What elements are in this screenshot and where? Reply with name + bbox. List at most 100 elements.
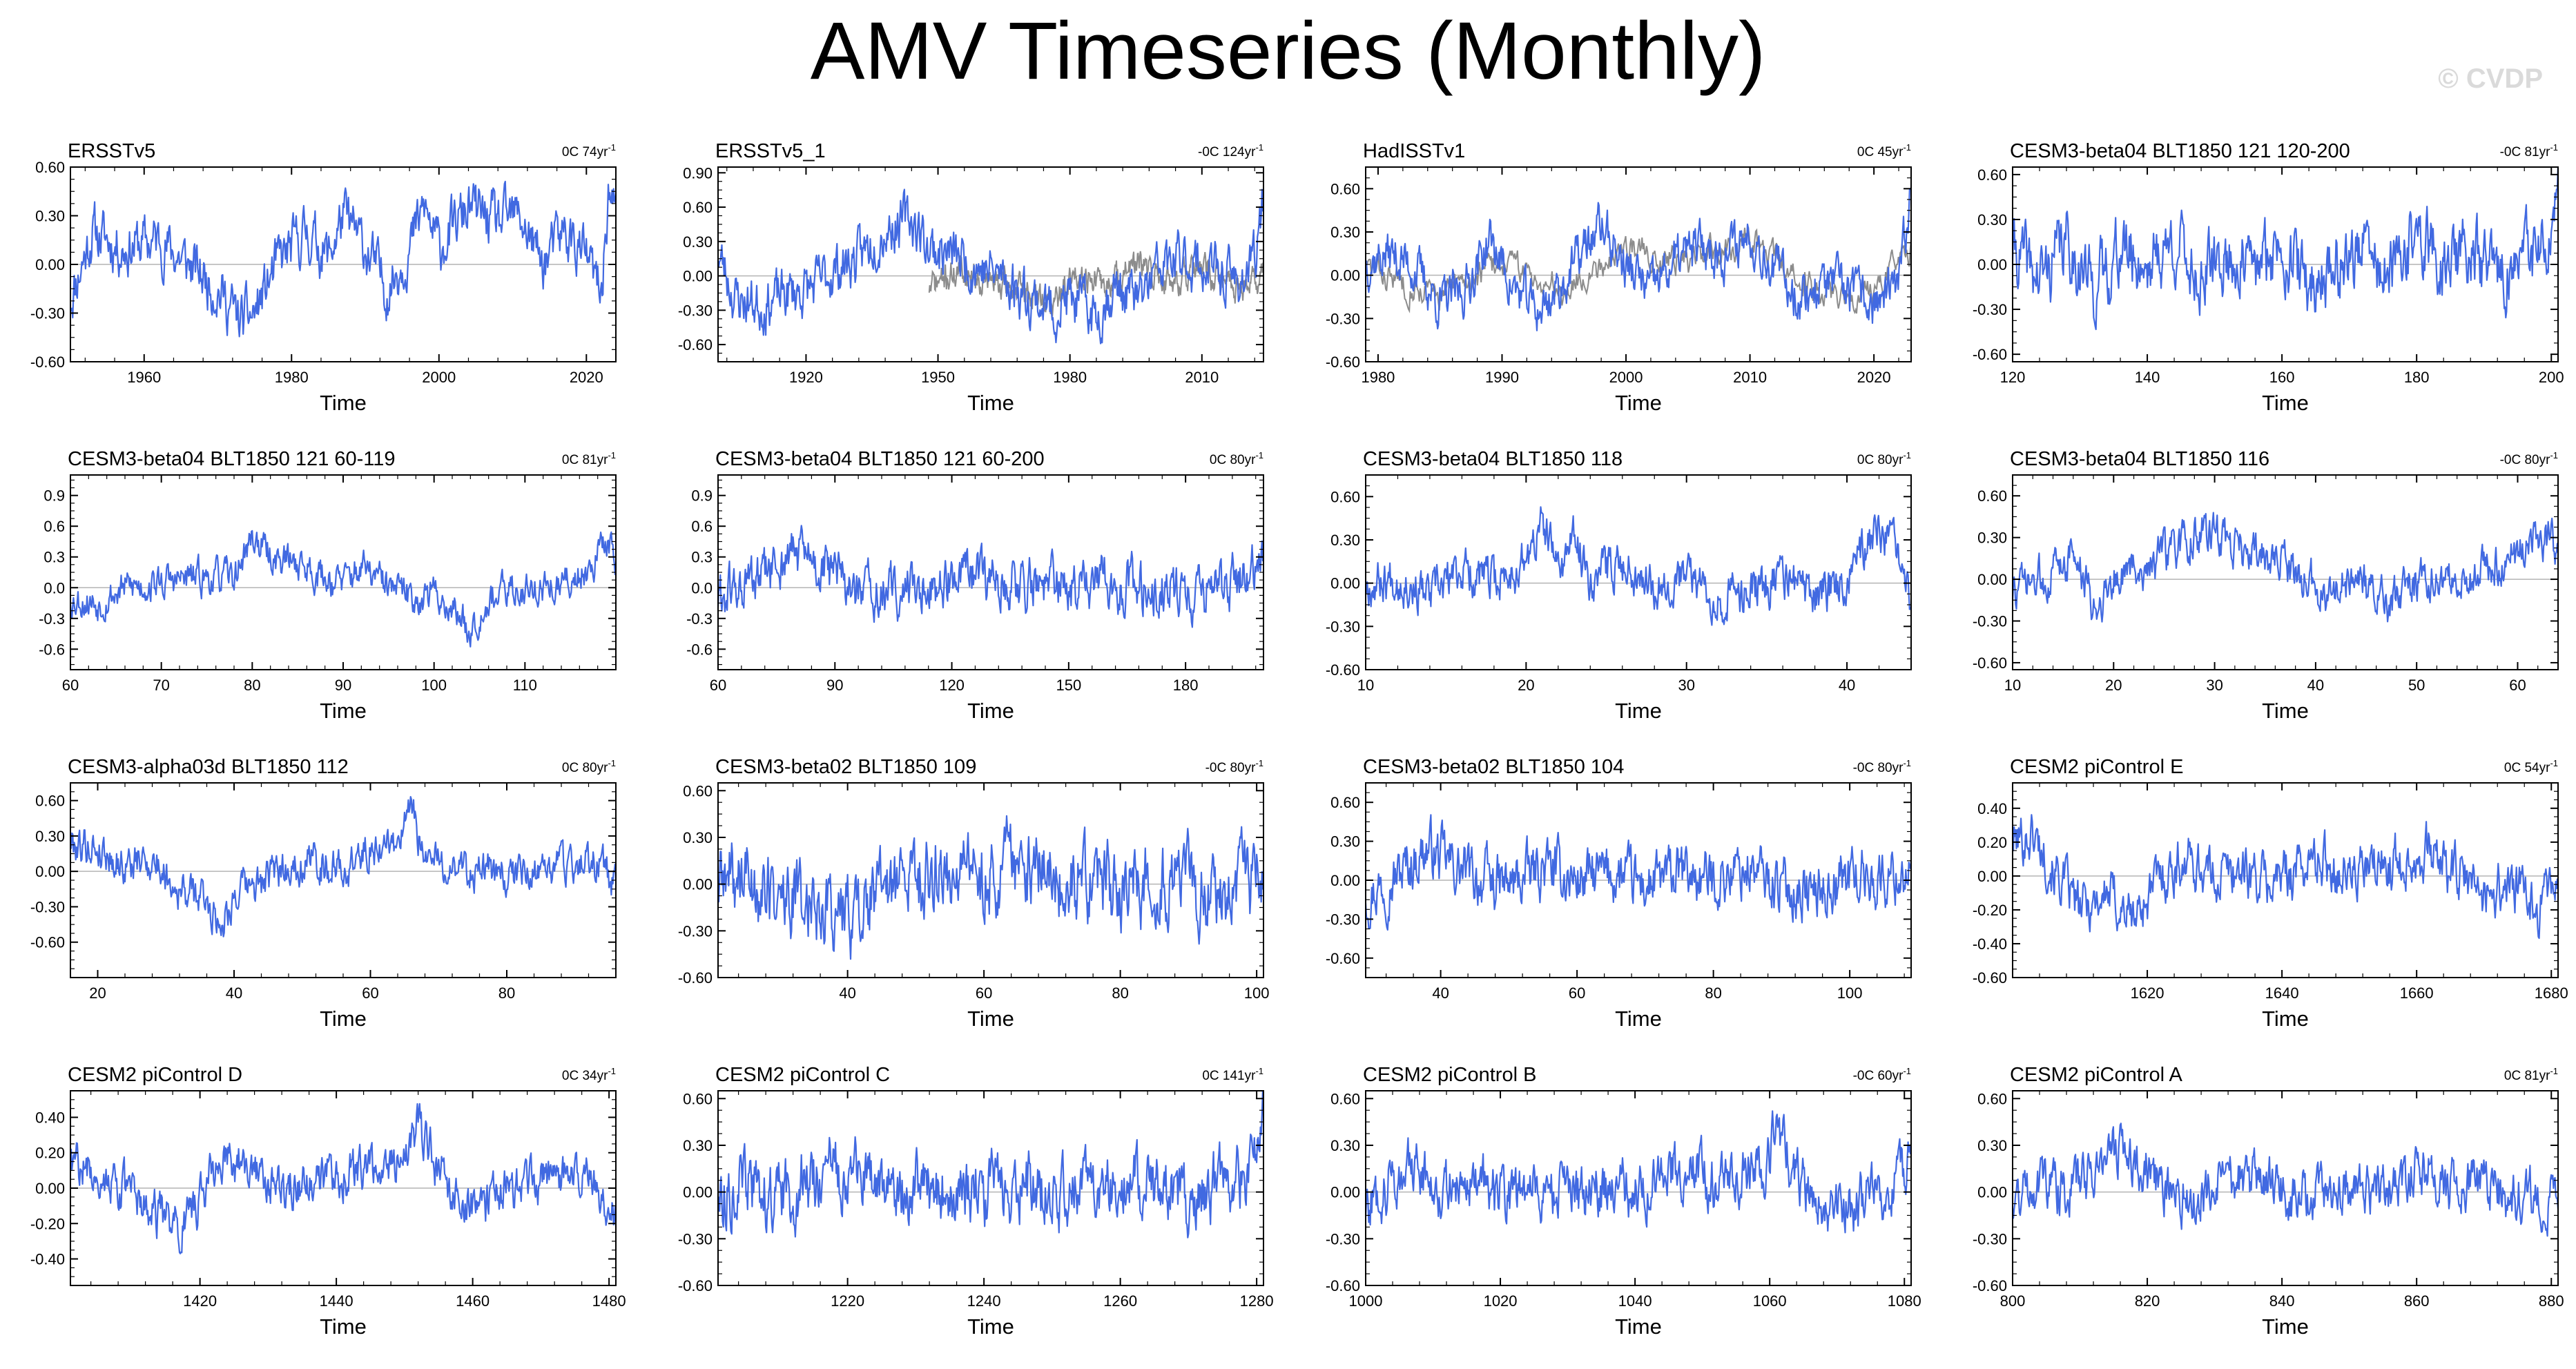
panel-title: ERSSTv5_1: [715, 140, 826, 162]
panel-stat: 0C 80yr-1: [1210, 450, 1263, 467]
y-tick-label: 0.0: [691, 579, 713, 596]
amv-series-line: [70, 180, 616, 338]
x-tick-label: 160: [2269, 369, 2295, 386]
x-tick-label: 60: [710, 677, 726, 694]
panel-15: CESM2 piControl B -0C 60yr-1 -0.60 -0.30 0.0…: [1326, 1064, 1921, 1339]
x-tick-label: 140: [2135, 369, 2160, 386]
panel-title: HadISSTv1: [1363, 140, 1465, 162]
panel-5: CESM3-beta04 BLT1850 121 60-119 0C 81yr-1…: [39, 448, 617, 723]
observation-overlay-line: [928, 251, 1263, 317]
x-tick-label: 40: [1839, 677, 1855, 694]
x-tick-label: 60: [62, 677, 79, 694]
x-tick-label: 1240: [967, 1292, 1001, 1310]
y-tick-label: -0.30: [30, 305, 65, 322]
y-tick-label: -0.30: [1326, 618, 1360, 635]
y-tick-label: 0.00: [1330, 267, 1360, 284]
y-tick-label: -0.30: [1973, 301, 2007, 318]
y-tick-label: -0.60: [1326, 661, 1360, 679]
x-tick-label: 180: [2404, 369, 2430, 386]
panel-title: CESM3-beta04 BLT1850 121 120-200: [2010, 140, 2350, 162]
x-tick-label: 1420: [183, 1292, 217, 1310]
x-tick-label: 80: [244, 677, 260, 694]
y-tick-label: 0.00: [1330, 872, 1360, 889]
plot-frame: [717, 166, 1264, 362]
panel-title: CESM3-beta04 BLT1850 116: [2010, 448, 2269, 470]
y-tick-label: -0.60: [1326, 353, 1360, 371]
y-tick-label: 0.30: [1977, 1137, 2007, 1154]
y-tick-label: 0.30: [1330, 532, 1360, 549]
y-tick-label: -0.30: [678, 922, 713, 940]
y-tick-label: 0.00: [683, 1184, 713, 1201]
series-group: [2013, 167, 2558, 331]
panel-title: CESM2 piControl B: [1363, 1064, 1536, 1086]
y-tick-label: 0.00: [1330, 1184, 1360, 1201]
y-tick-label: -0.40: [1973, 935, 2007, 953]
panel-16: CESM2 piControl A 0C 81yr-1 -0.60 -0.30 0.00…: [1973, 1064, 2564, 1339]
panel-8: CESM3-beta04 BLT1850 116 -0C 80yr-1 -0.60 -…: [1973, 448, 2559, 723]
y-tick-label: -0.30: [30, 898, 65, 915]
x-tick-label: 1220: [831, 1292, 864, 1310]
y-tick-label: 0.60: [1977, 1090, 2007, 1107]
panel-title: CESM2 piControl D: [68, 1064, 242, 1086]
x-tick-label: 1980: [1053, 369, 1087, 386]
x-tick-label: 20: [89, 984, 106, 1002]
x-tick-label: 1950: [921, 369, 955, 386]
amv-series-line: [1366, 814, 1911, 931]
x-tick-label: 860: [2404, 1292, 2430, 1310]
panel-title: CESM2 piControl C: [715, 1064, 890, 1086]
x-tick-label: 100: [1244, 984, 1270, 1002]
y-tick-label: -0.60: [678, 336, 713, 353]
y-tick-label: -0.30: [1326, 911, 1360, 928]
x-tick-label: 80: [498, 984, 515, 1002]
x-tick-label: 840: [2269, 1292, 2295, 1310]
x-tick-label: 10: [1357, 677, 1374, 694]
x-axis-label: Time: [320, 391, 367, 415]
amv-series-line: [1366, 1110, 1911, 1234]
series-group: [70, 1103, 616, 1254]
x-tick-label: 1920: [789, 369, 823, 386]
y-tick-label: 0.60: [1330, 1090, 1360, 1107]
y-tick-label: -0.60: [1973, 346, 2007, 363]
x-axis-label: Time: [320, 1314, 367, 1339]
panel-stat: 0C 141yr-1: [1202, 1066, 1263, 1083]
x-axis-label: Time: [320, 1007, 367, 1031]
amv-series-line: [2013, 814, 2558, 940]
panel-stat: 0C 80yr-1: [1857, 450, 1911, 467]
panel-title: ERSSTv5: [68, 140, 155, 162]
x-tick-label: 90: [335, 677, 351, 694]
panel-11: CESM3-beta02 BLT1850 104 -0C 80yr-1 -0.60 -…: [1326, 756, 1912, 1031]
y-tick-label: 0.3: [43, 549, 65, 566]
x-axis-label: Time: [1615, 699, 1662, 723]
y-tick-label: -0.30: [1326, 310, 1360, 327]
y-tick-label: 0.60: [1977, 487, 2007, 505]
x-tick-label: 800: [2000, 1292, 2026, 1310]
y-tick-label: 0.30: [1977, 530, 2007, 547]
x-tick-label: 1480: [592, 1292, 626, 1310]
x-tick-label: 100: [1837, 984, 1863, 1002]
x-tick-label: 1680: [2535, 984, 2568, 1002]
series-group: [70, 180, 616, 338]
x-tick-label: 110: [513, 677, 537, 694]
y-tick-label: 0.30: [1977, 211, 2007, 229]
x-tick-label: 1460: [456, 1292, 490, 1310]
y-tick-label: -0.3: [39, 610, 65, 628]
series-group: [1366, 506, 1911, 626]
x-tick-label: 180: [1173, 677, 1199, 694]
panel-3: HadISSTv1 0C 45yr-1 -0.60 -0.30 0.00 0.30 0.60…: [1326, 140, 1912, 415]
x-axis-label: Time: [2262, 391, 2309, 415]
y-tick-label: 0.00: [35, 256, 65, 273]
y-tick-label: 0.90: [683, 164, 713, 182]
x-tick-label: 60: [1569, 984, 1585, 1002]
x-tick-label: 150: [1056, 677, 1081, 694]
plot-frame: [2012, 782, 2559, 978]
x-tick-label: 2000: [1609, 369, 1643, 386]
y-tick-label: 0.00: [1977, 868, 2007, 885]
x-tick-label: 1640: [2265, 984, 2299, 1002]
y-tick-label: -0.30: [678, 302, 713, 319]
plot-frame: [2012, 1090, 2559, 1286]
y-tick-label: -0.30: [1973, 1230, 2007, 1247]
x-tick-label: 820: [2135, 1292, 2160, 1310]
y-tick-label: 0.00: [35, 863, 65, 880]
y-tick-label: -0.60: [1973, 969, 2007, 987]
x-tick-label: 880: [2539, 1292, 2564, 1310]
